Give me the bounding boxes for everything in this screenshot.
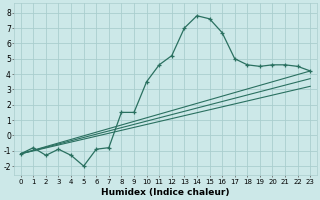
X-axis label: Humidex (Indice chaleur): Humidex (Indice chaleur) xyxy=(101,188,230,197)
